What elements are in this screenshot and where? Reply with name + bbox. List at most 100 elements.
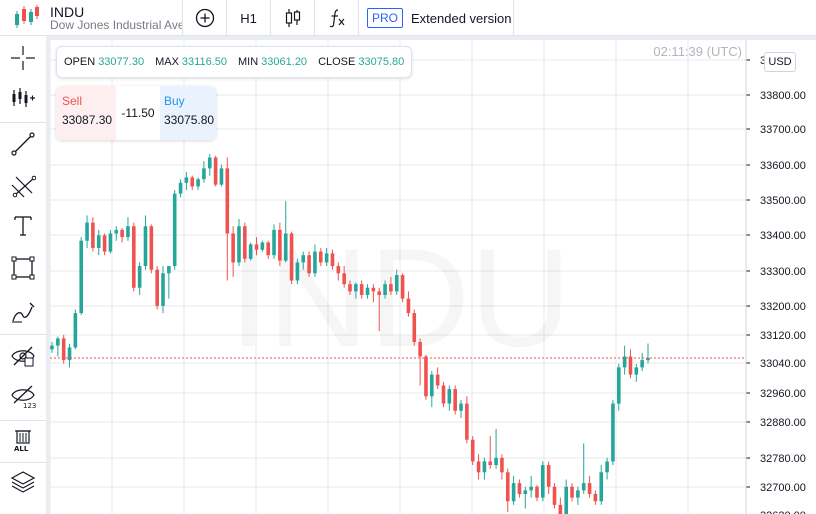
fib-tool[interactable] bbox=[0, 168, 46, 204]
candle-body bbox=[371, 287, 376, 292]
candle-body bbox=[447, 389, 452, 404]
candle-body bbox=[184, 177, 189, 183]
max-label: MAX bbox=[155, 56, 179, 68]
spread-value: -11.50 bbox=[116, 86, 160, 140]
compare-symbol-button[interactable] bbox=[182, 0, 226, 36]
sell-button[interactable]: Sell 33087.30 bbox=[56, 86, 116, 140]
trend-line-icon bbox=[11, 132, 35, 156]
candle-body bbox=[301, 255, 306, 263]
interval-button[interactable]: H1 bbox=[226, 0, 270, 36]
candle-body bbox=[424, 356, 428, 397]
price-tick-label: 33200.00 bbox=[760, 301, 806, 313]
price-tick-label: 32880.00 bbox=[760, 417, 806, 429]
candle-body bbox=[324, 253, 329, 263]
candle-body bbox=[225, 168, 230, 234]
crosshair-icon bbox=[11, 46, 35, 70]
candle-body bbox=[161, 273, 165, 306]
candle-body bbox=[412, 313, 417, 343]
symbol-description: Dow Jones Industrial Average bbox=[50, 18, 182, 32]
candle-body bbox=[406, 298, 411, 314]
price-tick-label: 32700.00 bbox=[760, 482, 806, 494]
candle-body bbox=[611, 403, 615, 462]
candle-body bbox=[418, 342, 422, 357]
plus-circle-icon bbox=[195, 8, 214, 28]
max-value: 33116.50 bbox=[181, 56, 227, 68]
interval-label: H1 bbox=[240, 10, 257, 26]
indicators-button[interactable] bbox=[314, 0, 358, 36]
close-value: 33075.80 bbox=[358, 56, 405, 68]
price-tick-label: 33600.00 bbox=[760, 160, 806, 172]
brush-tool[interactable] bbox=[0, 294, 46, 330]
candle-body bbox=[389, 284, 393, 292]
candle-body bbox=[476, 461, 481, 473]
ohlc-legend: OPEN 33077.30 MAX 33116.50 MIN 33061.20 … bbox=[56, 46, 413, 78]
candle-body bbox=[318, 251, 323, 263]
candle-body bbox=[190, 177, 195, 187]
chart-type-button[interactable] bbox=[270, 0, 314, 36]
text-icon bbox=[14, 216, 32, 236]
candle-body bbox=[564, 486, 568, 514]
buy-button[interactable]: Buy 33075.80 bbox=[160, 86, 216, 140]
candle-body bbox=[248, 244, 253, 259]
candlestick-chart[interactable]: INDU 338833800.0033700.0033600.0033500.0… bbox=[50, 36, 816, 514]
text-tool[interactable] bbox=[0, 208, 46, 244]
candle-body bbox=[541, 465, 545, 498]
candle-body bbox=[488, 461, 493, 466]
candle-body bbox=[114, 229, 119, 234]
candle-body bbox=[102, 235, 107, 252]
candle-body bbox=[465, 403, 469, 440]
price-tick-label: 33700.00 bbox=[760, 124, 806, 136]
candle-body bbox=[149, 226, 154, 270]
candle-body bbox=[172, 193, 177, 267]
candle-body bbox=[593, 494, 598, 502]
candle-body bbox=[581, 483, 586, 491]
extended-version-button[interactable]: PRO Extended version bbox=[358, 0, 514, 36]
trend-line-tool[interactable] bbox=[0, 126, 46, 162]
candle-body bbox=[313, 251, 317, 274]
candle-body bbox=[482, 461, 487, 473]
candle-body bbox=[459, 403, 463, 411]
price-tick-label: 33800.00 bbox=[760, 90, 806, 102]
candle-body bbox=[640, 360, 644, 368]
bars-tool[interactable] bbox=[0, 80, 46, 116]
candle-body bbox=[295, 262, 300, 281]
candle-body bbox=[137, 266, 142, 288]
extended-version-label: Extended version bbox=[411, 10, 512, 26]
candle-body bbox=[207, 157, 212, 169]
clock: 02:11:39 (UTC) bbox=[653, 44, 742, 59]
candle-body bbox=[67, 347, 72, 361]
trade-panel: Sell 33087.30 -11.50 Buy 33075.80 bbox=[56, 86, 216, 140]
candle-body bbox=[143, 226, 148, 267]
candle-body bbox=[505, 472, 510, 502]
candle-body bbox=[394, 275, 399, 292]
candle-body bbox=[453, 389, 457, 411]
hide-indicators-tool[interactable]: 123 bbox=[0, 378, 46, 414]
sell-label: Sell bbox=[62, 94, 83, 108]
candle-body bbox=[237, 226, 241, 263]
candle-body bbox=[50, 345, 54, 350]
hide-indicators-icon: 123 bbox=[11, 385, 36, 409]
currency-button[interactable]: USD bbox=[764, 52, 796, 72]
rectangle-tool[interactable] bbox=[0, 250, 46, 286]
candle-body bbox=[126, 226, 130, 238]
candle-body bbox=[307, 255, 311, 274]
buy-label: Buy bbox=[164, 94, 185, 108]
candle-body bbox=[377, 291, 382, 295]
layers-tool[interactable] bbox=[0, 464, 46, 500]
delete-all-tool[interactable]: ALL bbox=[0, 422, 46, 458]
candle-body bbox=[202, 168, 206, 180]
crosshair-tool[interactable] bbox=[0, 40, 46, 76]
candle-body bbox=[120, 229, 124, 238]
symbol-title[interactable]: INDU bbox=[50, 4, 85, 20]
candle-body bbox=[599, 472, 604, 502]
candle-body bbox=[219, 168, 224, 185]
chart-area[interactable]: INDU 338833800.0033700.0033600.0033500.0… bbox=[50, 36, 816, 514]
candle-body bbox=[56, 338, 60, 346]
min-value: 33061.20 bbox=[261, 56, 308, 68]
hide-drawings-tool[interactable] bbox=[0, 338, 46, 374]
candle-body bbox=[213, 157, 218, 185]
candle-body bbox=[441, 385, 446, 404]
candle-body bbox=[470, 439, 475, 462]
price-axis: 338833800.0033700.0033600.0033500.003340… bbox=[745, 40, 806, 514]
candle-body bbox=[354, 284, 358, 292]
